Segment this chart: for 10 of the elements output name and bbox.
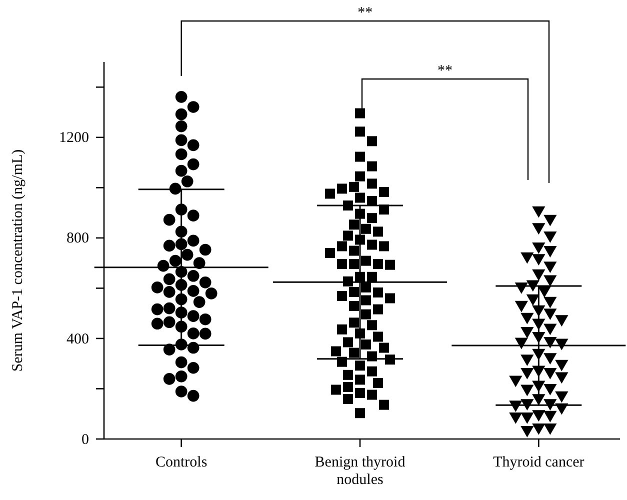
text: ** <box>358 5 373 21</box>
y-tick-label: 800 <box>66 230 89 247</box>
x-tick-label: Benign thyroid nodules <box>314 454 406 488</box>
y-axis-title: Serum VAP-1 concentration (ng/mL) <box>10 149 26 372</box>
y-tick-label: 400 <box>66 331 89 348</box>
x-tick-label: Thyroid cancer <box>493 454 584 470</box>
y-tick-label: 1200 <box>59 130 89 146</box>
annotation: ** <box>438 63 452 79</box>
y-tick-label: 0 <box>82 432 89 448</box>
x-tick-label: Controls <box>155 454 208 470</box>
